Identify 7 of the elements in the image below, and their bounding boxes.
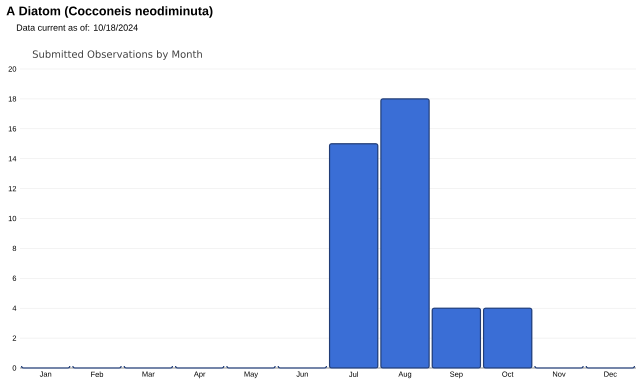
chart-subtitle: Data current as of: 10/18/2024 bbox=[16, 24, 138, 31]
bar bbox=[432, 308, 482, 369]
bar bbox=[328, 143, 378, 369]
chart-title: A Diatom (Cocconeis neodiminuta) bbox=[6, 6, 212, 18]
bar bbox=[380, 98, 430, 369]
text: Submitted Observations by Month bbox=[32, 50, 202, 60]
bar bbox=[482, 308, 532, 369]
